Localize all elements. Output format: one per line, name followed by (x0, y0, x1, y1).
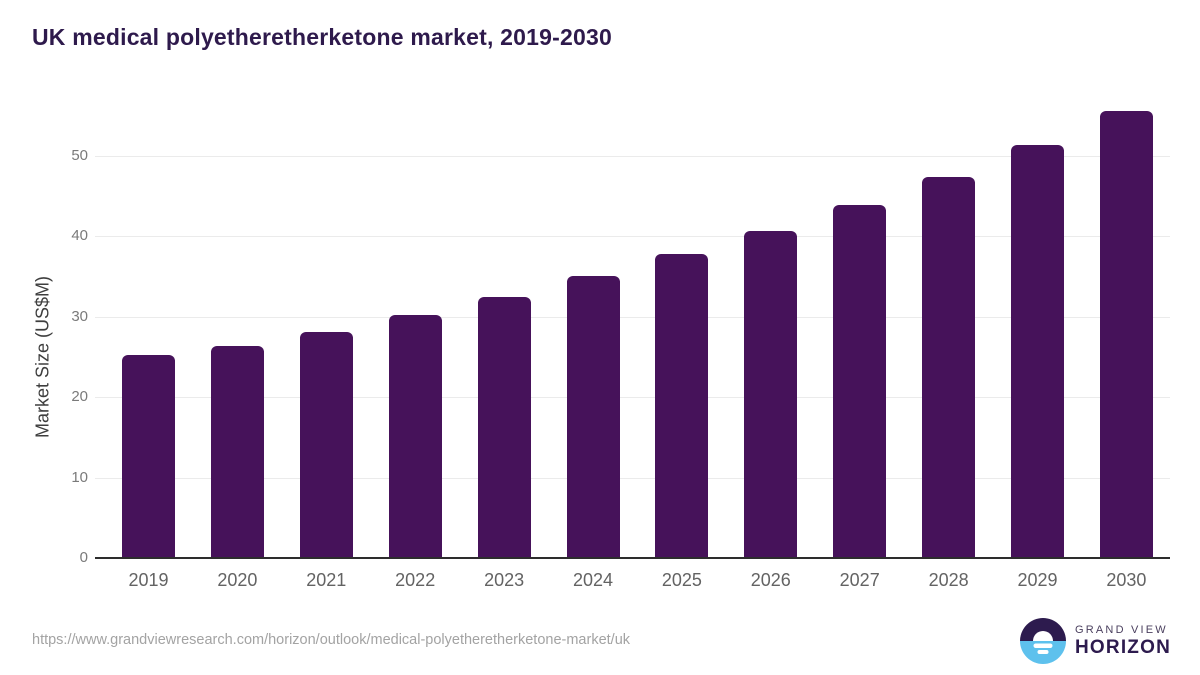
brand-name-top: GRAND VIEW (1075, 623, 1168, 636)
brand-logo: GRAND VIEW HORIZON (1020, 618, 1171, 664)
gridline-20 (95, 397, 1170, 399)
bar-2020 (210, 345, 264, 558)
y-tick-label-20: 20 (71, 388, 88, 406)
bar-2029 (1011, 145, 1064, 558)
bar-2023 (477, 296, 531, 558)
brand-name-bottom: HORIZON (1075, 636, 1172, 658)
y-tick-label-30: 30 (71, 307, 88, 325)
bar-2021 (299, 331, 353, 558)
gridline-10 (95, 477, 1170, 479)
gridline-50 (95, 155, 1170, 157)
x-tick-label-2020: 2020 (217, 570, 258, 590)
x-tick-label-2026: 2026 (750, 570, 791, 590)
x-axis-line (95, 557, 1170, 559)
y-tick-label-40: 40 (71, 227, 88, 245)
x-tick-label-2030: 2030 (1106, 570, 1147, 590)
sun-horizon-icon (1020, 618, 1066, 664)
brand-logo-text: GRAND VIEW HORIZON (1075, 624, 1171, 659)
gridline-30 (95, 316, 1170, 318)
chart-title: UK medical polyetheretherketone market, … (32, 24, 612, 50)
y-tick-label-10: 10 (71, 468, 88, 486)
bar-2019 (122, 355, 175, 558)
x-tick-label-2025: 2025 (661, 570, 702, 590)
bar-2028 (922, 176, 976, 558)
x-tick-label-2028: 2028 (928, 570, 969, 590)
x-tick-label-2024: 2024 (572, 570, 614, 590)
y-tick-label-50: 50 (71, 146, 88, 164)
x-tick-label-2021: 2021 (306, 570, 347, 590)
x-tick-label-2023: 2023 (484, 570, 525, 590)
bar-2022 (388, 315, 442, 558)
x-tick-label-2022: 2022 (395, 570, 436, 590)
bar-2027 (833, 204, 887, 558)
bar-2030 (1099, 111, 1153, 558)
bar-2024 (566, 276, 620, 558)
x-tick-label-2019: 2019 (128, 570, 169, 590)
x-tick-label-2029: 2029 (1017, 570, 1058, 590)
y-tick-label-0: 0 (79, 549, 88, 566)
x-tick-label-2027: 2027 (839, 570, 880, 590)
gridline-40 (95, 236, 1170, 238)
bar-2025 (655, 253, 709, 558)
bar-2026 (744, 230, 798, 558)
source-url: https://www.grandviewresearch.com/horizo… (32, 632, 631, 648)
